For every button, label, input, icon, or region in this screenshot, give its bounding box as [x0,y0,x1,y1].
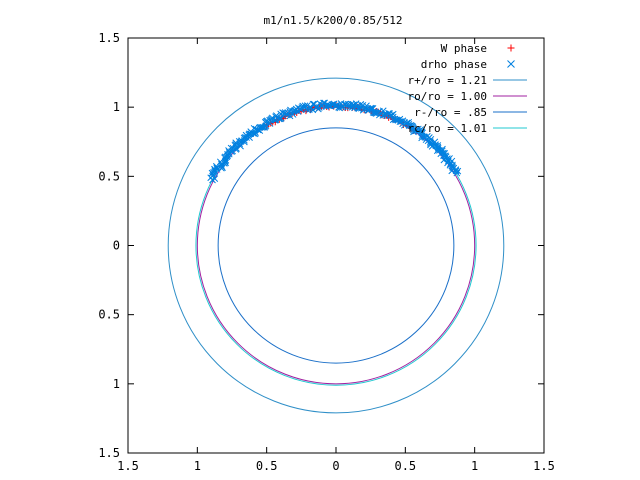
y-tick-label: 1 [113,377,120,391]
data-point [386,110,394,117]
data-point [303,106,311,113]
data-point [442,152,449,160]
data-point [279,109,287,116]
x-tick-label: 1 [194,459,201,473]
y-tick-label: 0 [113,239,120,253]
data-point [370,109,378,117]
data-point [389,116,397,124]
point-series-1 [207,99,462,184]
y-tick-label: 1.5 [98,31,120,45]
data-point [412,127,419,135]
data-point [426,138,434,146]
x-tick-label: 1 [471,459,478,473]
y-tick-label: 1.5 [98,446,120,460]
data-point [258,124,266,131]
data-point [209,176,216,184]
x-tick-label: 1.5 [533,459,555,473]
legend-label: rc/ro = 1.01 [408,122,487,135]
legend-label: drho phase [421,58,487,71]
series-layer [167,77,505,414]
data-point [241,136,248,144]
legend-label: r-/ro = .85 [414,106,487,119]
data-point [309,100,317,108]
data-point [222,159,229,167]
data-point [369,104,377,112]
legend: W phase drho phase r+/ro = 1.21 ro/ro = 1.0… [408,42,527,135]
x-tick-label: 0.5 [394,459,416,473]
data-point [237,142,244,150]
legend-swatch [507,60,515,68]
x-tick-label: 0.5 [256,459,278,473]
data-point [231,141,239,149]
data-point [436,146,443,154]
y-tick-label: 1 [113,100,120,114]
x-tick-label: 0 [332,459,339,473]
chart-title: m1/n1.5/k200/0.85/512 [263,14,402,27]
x-tick-label: 1.5 [117,459,139,473]
y-tick-label: 0.5 [98,308,120,322]
axis-ticks: 1.5 1 0.5 0 0.5 1 1.51.510.500.511.5 [98,31,555,473]
legend-label: W phase [441,42,487,55]
data-point [272,116,280,124]
data-point [337,100,345,107]
data-point [256,127,264,134]
y-tick-label: 0.5 [98,169,120,183]
data-point [407,122,415,129]
legend-swatch [507,44,515,52]
circle-series-0 [167,77,505,414]
circle-series-2 [217,127,455,364]
data-point [396,118,404,125]
legend-label: r+/ro = 1.21 [408,74,487,87]
legend-label: ro/ro = 1.00 [408,90,487,103]
